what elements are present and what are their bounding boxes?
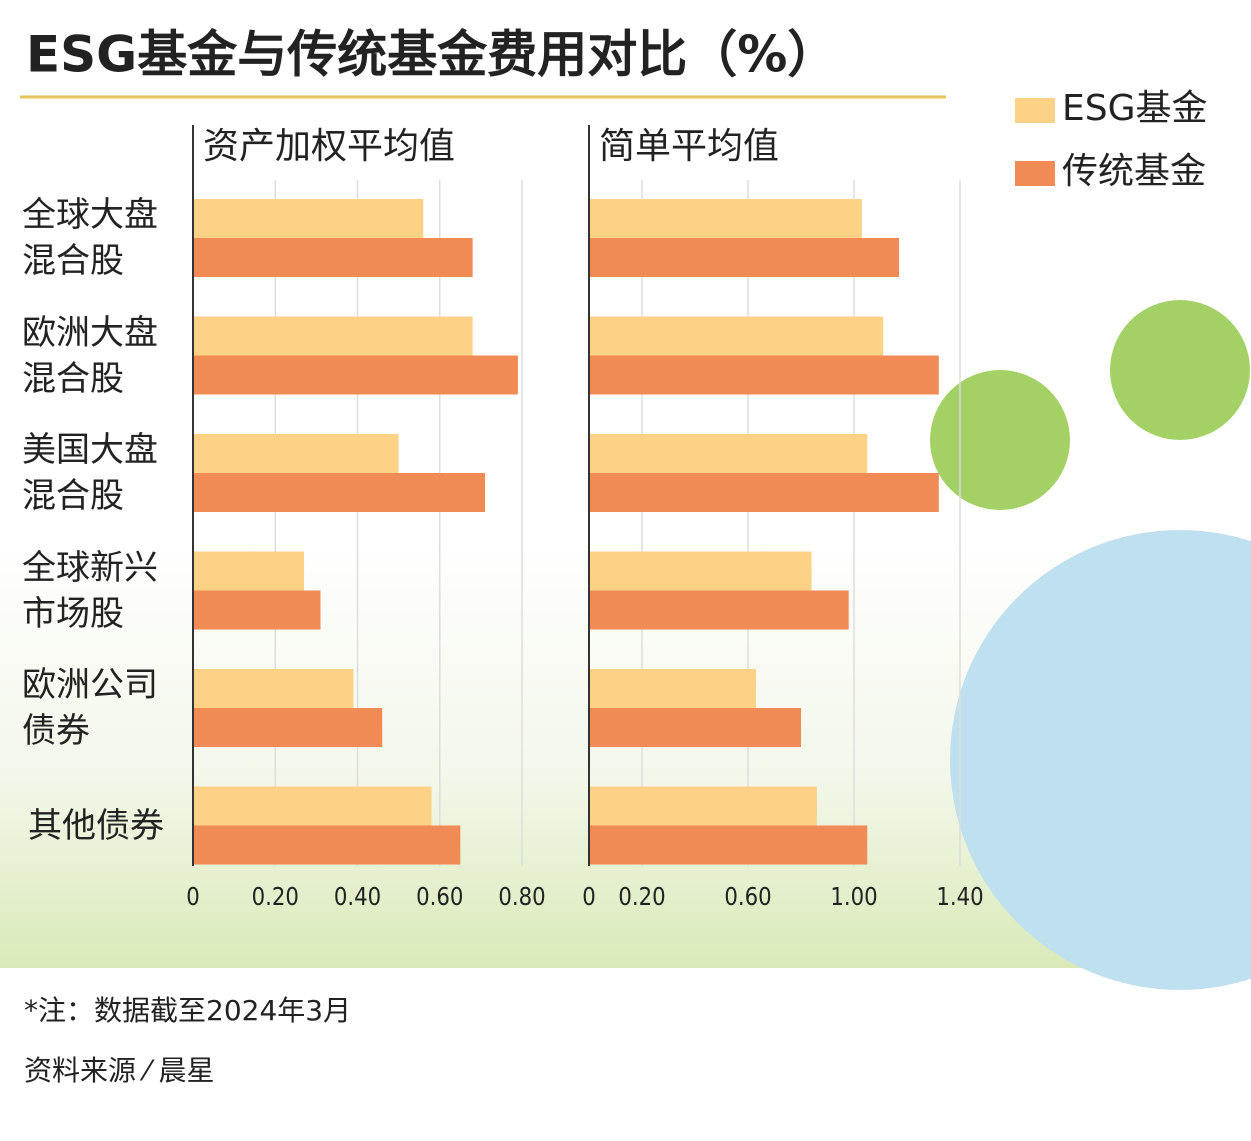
y-tick-label: 全球新兴市场股 [22,547,158,634]
y-tick-label: 欧洲大盘混合股 [22,312,158,399]
bar [589,316,884,356]
x-tick-label: 1.00 [830,882,877,911]
bar [193,825,461,865]
y-tick-label: 其他债券 [28,805,164,846]
y-tick-label: 欧洲公司债券 [22,665,158,751]
bar [193,669,354,708]
bar [193,199,424,238]
decor-tree [930,370,1070,510]
x-tick-label: 1.40 [936,882,983,911]
bar [193,316,473,356]
source: 资料来源 ⁄ 晨星 [24,1054,214,1087]
x-tick-label: 0.20 [252,882,299,911]
x-tick-label: 0.40 [334,882,381,911]
legend-swatch [1015,161,1055,186]
x-tick-label: 0.60 [724,882,771,911]
bar [589,238,900,277]
x-tick-label: 0.60 [416,882,463,911]
legend-swatch [1015,98,1055,123]
bar [193,355,518,395]
bar [589,355,939,395]
legend-label: 传统基金 [1062,151,1206,192]
panel-title: 简单平均值 [599,126,779,167]
bar [193,434,399,473]
bar [589,786,817,826]
bar [193,238,473,277]
bar [589,825,868,865]
bar [193,551,305,591]
note: *注：数据截至2024年3月 [24,994,351,1027]
x-tick-label: 0.20 [618,882,665,911]
panel-title: 资产加权平均值 [203,126,455,167]
decor-globe [950,530,1251,990]
decor-tree [1110,300,1250,440]
bar [589,708,801,747]
title: ESG基金与传统基金费用对比（%） [26,26,837,84]
bar [589,434,868,473]
y-tick-label: 美国大盘混合股 [22,430,158,516]
x-tick-label: 0 [582,882,596,911]
bar [589,551,812,591]
bar [589,590,849,630]
bar [589,473,939,512]
y-tick-label: 全球大盘混合股 [22,195,158,281]
bar [589,669,756,708]
bar [193,786,432,826]
bar [193,590,321,630]
legend-label: ESG基金 [1062,88,1208,129]
bar [193,473,485,512]
x-tick-label: 0 [186,882,200,911]
x-tick-label: 0.80 [498,882,545,911]
bar [193,708,383,747]
bar [589,199,862,238]
